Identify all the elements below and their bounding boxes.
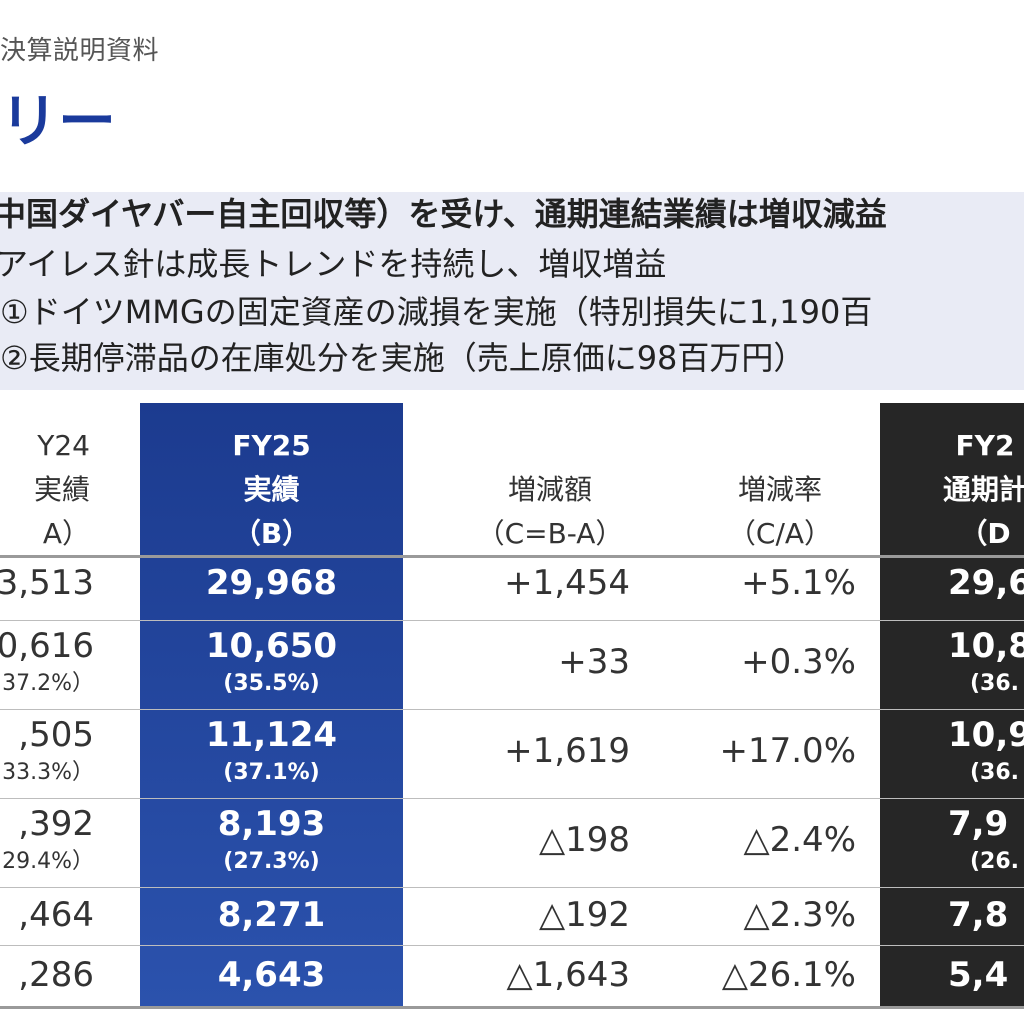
cell-forecast: 5,4 [948, 955, 1009, 995]
header-forecast-line3: （D [959, 517, 1011, 550]
cell-fy24-ratio: 33.3%） [2, 760, 94, 785]
cell-forecast-ratio: (36. [970, 760, 1020, 785]
summary-line-2: アイレス針は成長トレンドを持続し、増収増益 [0, 245, 667, 283]
header-change-rate: 増減率 （C/A） [680, 468, 880, 556]
cell-forecast: 10,9 [948, 715, 1024, 755]
cell-fy24: ,392 [18, 804, 94, 844]
row-rule [0, 945, 1024, 946]
table-row: ,392 29.4%） 8,193 (27.3%) △198 △2.4% 7,9… [0, 799, 1024, 887]
header-forecast-line1: FY2 [955, 429, 1015, 462]
column-b-highlight [140, 403, 403, 1007]
table-row: ,464 8,271 △192 △2.3% 7,8 [0, 888, 1024, 945]
cell-change-amount: +33 [558, 642, 630, 682]
summary-line-1: 中国ダイヤバー自主回収等）を受け、通期連結業績は増収減益 [0, 195, 887, 233]
cell-forecast: 7,9 [948, 804, 1009, 844]
cell-change-amount: △198 [538, 820, 630, 860]
header-fy24-line1: Y24 [37, 429, 90, 462]
cell-fy25: 8,193 [217, 804, 326, 844]
cell-fy24: ,464 [18, 895, 94, 935]
cell-fy25-ratio: (37.1%) [223, 760, 320, 785]
cell-forecast: 10,8 [948, 626, 1024, 666]
cell-fy24-ratio: 29.4%） [2, 849, 94, 874]
cell-fy24: ,286 [18, 955, 94, 995]
cell-change-amount: △192 [538, 895, 630, 935]
header-change-rate-line2: （C/A） [727, 517, 833, 550]
cell-fy25: 4,643 [217, 955, 326, 995]
header-change-amount-line1: 増減額 [507, 473, 592, 506]
cell-forecast: 7,8 [948, 895, 1009, 935]
cell-change-rate: +5.1% [741, 563, 856, 603]
row-rule [0, 887, 1024, 888]
cell-change-rate: △26.1% [721, 955, 856, 995]
cell-change-rate: △2.3% [743, 895, 856, 935]
header-fy25-line2: 実績 [243, 473, 300, 506]
cell-change-amount: +1,454 [504, 563, 630, 603]
header-change-rate-line1: 増減率 [737, 473, 822, 506]
header-change-amount-line2: （C=B-A） [476, 517, 624, 550]
column-d-highlight [880, 403, 1024, 1007]
summary-line-4: ②長期停滞品の在庫処分を実施（売上原価に98百万円） [0, 339, 806, 377]
header-fy25-line3: （B） [232, 517, 311, 550]
header-fy25: FY25 実績 （B） [140, 424, 403, 556]
row-rule [0, 798, 1024, 799]
summary-box: 中国ダイヤバー自主回収等）を受け、通期連結業績は増収減益 アイレス針は成長トレン… [0, 192, 1024, 390]
header-forecast-line2: 通期計 [942, 473, 1024, 506]
cell-change-amount: △1,643 [506, 955, 630, 995]
cell-forecast-ratio: (36. [970, 671, 1020, 696]
table-row: 3,513 29,968 +1,454 +5.1% 29,6 [0, 558, 1024, 620]
cell-fy24: ,505 [18, 715, 94, 755]
cell-fy24: 3,513 [0, 563, 94, 603]
header-change-amount: 増減額 （C=B-A） [430, 468, 670, 556]
cell-change-rate: +0.3% [741, 642, 856, 682]
cell-fy24: 0,616 [0, 626, 94, 666]
page-title: リー [0, 87, 117, 155]
table-row: 0,616 37.2%） 10,650 (35.5%) +33 +0.3% 10… [0, 621, 1024, 709]
header-fy25-line1: FY25 [232, 429, 311, 462]
document-label: 決算説明資料 [0, 36, 160, 66]
row-rule [0, 709, 1024, 710]
header-rule [0, 555, 1024, 558]
cell-fy24-ratio: 37.2%） [2, 671, 94, 696]
header-fy24: Y24 実績 A） [0, 424, 90, 556]
cell-fy25: 29,968 [205, 563, 338, 603]
table-row: ,505 33.3%） 11,124 (37.1%) +1,619 +17.0%… [0, 710, 1024, 798]
cell-fy25-ratio: (27.3%) [223, 849, 320, 874]
cell-change-amount: +1,619 [504, 731, 630, 771]
header-fy24-line3: A） [42, 517, 90, 550]
cell-change-rate: △2.4% [743, 820, 856, 860]
cell-fy25: 8,271 [217, 895, 326, 935]
cell-fy25: 11,124 [205, 715, 338, 755]
cell-fy25-ratio: (35.5%) [223, 671, 320, 696]
summary-line-3: ①ドイツMMGの固定資産の減損を実施（特別損失に1,190百 [0, 293, 873, 331]
cell-forecast-ratio: (26. [970, 849, 1020, 874]
table-row: ,286 4,643 △1,643 △26.1% 5,4 [0, 946, 1024, 1006]
cell-change-rate: +17.0% [719, 731, 857, 771]
row-rule [0, 620, 1024, 621]
header-fy25-forecast: FY2 通期計 （D [880, 424, 1024, 556]
cell-fy25: 10,650 [205, 626, 338, 666]
bottom-rule [0, 1006, 1024, 1009]
cell-forecast: 29,6 [948, 563, 1024, 603]
header-fy24-line2: 実績 [33, 473, 90, 506]
